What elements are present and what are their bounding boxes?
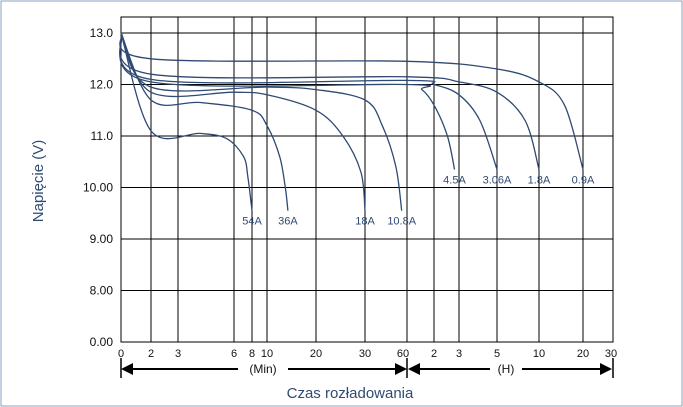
- discharge-curve-54a: [120, 32, 253, 211]
- curve-label: 18A: [355, 216, 375, 228]
- x-tick-label-hours: 2: [431, 348, 437, 360]
- x-tick-label-minutes: 2: [148, 348, 154, 360]
- x-tick-label-hours: 30: [605, 348, 617, 360]
- x-tick-label-hours: 10: [533, 348, 545, 360]
- x-tick-label-minutes: 8: [249, 348, 255, 360]
- minutes-arrowhead-left: [121, 363, 133, 375]
- discharge-curve-0-9a: [119, 32, 584, 170]
- discharge-curve-4-5a: [119, 32, 456, 170]
- hours-arrowhead-right: [600, 363, 612, 375]
- y-tick-label: 11.0: [91, 129, 114, 143]
- discharge-curve-1-8a: [119, 32, 540, 170]
- discharge-curve-36a: [120, 32, 289, 211]
- curve-label: 54A: [242, 216, 262, 228]
- hours-arrowhead-left: [408, 363, 420, 375]
- discharge-curve-10-8a: [120, 32, 403, 211]
- discharge-curve-3-06a: [119, 32, 498, 170]
- x-tick-label-hours: 20: [577, 348, 589, 360]
- y-tick-label: 13.0: [90, 26, 114, 40]
- curve-label: 36A: [278, 216, 298, 228]
- y-tick-label: 0.00: [90, 335, 114, 349]
- discharge-curves: [119, 32, 584, 211]
- y-axis-ticks: 13.0 12.0 11.0 10.00 9.00 8.00 0.00: [83, 26, 113, 349]
- discharge-curve-18a: [120, 32, 366, 211]
- minutes-arrowhead-right: [395, 363, 407, 375]
- x-tick-label-minutes: 60: [397, 348, 409, 360]
- hours-unit-label: (H): [498, 362, 515, 376]
- x-tick-label-minutes: 20: [310, 348, 322, 360]
- curve-label: 0.9A: [572, 175, 595, 187]
- x-tick-label-minutes: 0: [118, 348, 124, 360]
- y-tick-label: 9.00: [90, 232, 114, 246]
- curve-labels: 54A 36A 18A 10.8A 4.5A 3.06A 1.8A 0.9A: [242, 175, 595, 228]
- curve-label: 3.06A: [483, 175, 512, 187]
- curve-label: 1.8A: [528, 175, 551, 187]
- x-axis-ticks: 0 2 3 6 8 10 20 30 60 2 3 5 10 20 30: [118, 348, 617, 360]
- x-tick-label-minutes: 10: [261, 348, 273, 360]
- grid: [121, 17, 613, 343]
- y-tick-label: 12.0: [90, 78, 114, 92]
- y-tick-label: 10.00: [83, 181, 113, 195]
- x-tick-label-minutes: 6: [231, 348, 237, 360]
- x-unit-arrows: [120, 358, 614, 378]
- x-tick-label-hours: 3: [456, 348, 462, 360]
- minutes-unit-label: (Min): [249, 362, 276, 376]
- x-tick-label-minutes: 3: [175, 348, 181, 360]
- curve-label: 10.8A: [387, 216, 416, 228]
- x-tick-label-hours: 5: [494, 348, 500, 360]
- curve-label: 4.5A: [443, 175, 466, 187]
- x-axis-title: Czas rozładowania: [287, 385, 414, 402]
- y-axis-title: Napięcie (V): [30, 140, 47, 223]
- x-tick-label-minutes: 30: [359, 348, 371, 360]
- y-tick-label: 8.00: [90, 284, 114, 298]
